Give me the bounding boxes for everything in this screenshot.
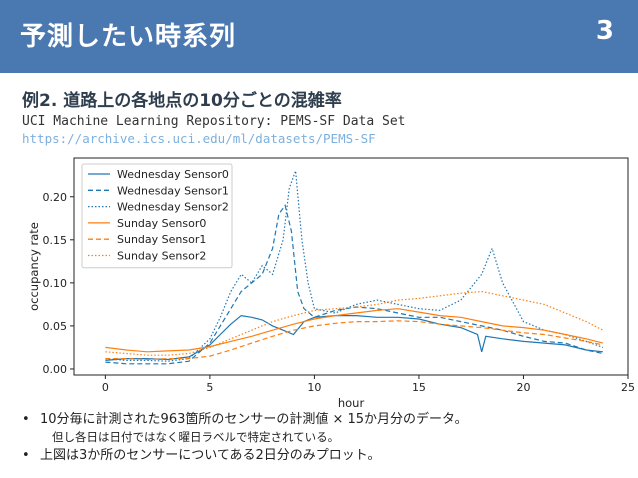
x-tick-label: 20 bbox=[516, 381, 530, 394]
series-line-2 bbox=[105, 170, 604, 362]
occupancy-chart: 0 5 10 15 20 25 0.00 0.05 0.10 0.15 0.20 hour occupa… bbox=[27, 157, 635, 410]
source-text: UCI Machine Learning Repository: PEMS-SF… bbox=[22, 114, 406, 129]
series-line-1 bbox=[105, 203, 604, 365]
legend-label: Sunday Sensor2 bbox=[117, 250, 206, 263]
y-tick-label: 0.00 bbox=[43, 363, 68, 376]
bullet-text: 上図は3か所のセンサーについてある2日分のみプロット。 bbox=[40, 448, 381, 463]
series-line-3 bbox=[105, 308, 604, 353]
bullet-dot-icon: • bbox=[22, 448, 30, 463]
x-axis-label: hour bbox=[338, 396, 365, 410]
legend-label: Sunday Sensor1 bbox=[117, 233, 206, 246]
x-tick-label: 10 bbox=[307, 381, 321, 394]
bullet-text: 10分毎に計測された963箇所のセンサーの計測値 × 15か月分のデータ。 bbox=[40, 412, 468, 427]
y-tick-label: 0.05 bbox=[43, 320, 68, 333]
slide-header: 予測したい時系列 3 bbox=[0, 0, 638, 73]
x-tick-label: 15 bbox=[412, 381, 426, 394]
series-line-0 bbox=[105, 314, 603, 361]
y-tick-label: 0.10 bbox=[43, 277, 68, 290]
bullet-item: • 10分毎に計測された963箇所のセンサーの計測値 × 15か月分のデータ。 bbox=[22, 410, 632, 429]
series-line-5 bbox=[105, 290, 604, 356]
x-tick-label: 5 bbox=[206, 381, 213, 394]
series-line-4 bbox=[105, 320, 604, 361]
bullet-dot-icon: • bbox=[22, 412, 30, 427]
legend-label: Sunday Sensor0 bbox=[117, 217, 206, 230]
bullet-list: • 10分毎に計測された963箇所のセンサーの計測値 × 15か月分のデータ。 … bbox=[22, 410, 632, 465]
chart-container: 0 5 10 15 20 25 0.00 0.05 0.10 0.15 0.20 hour occupa… bbox=[0, 150, 638, 410]
y-tick-label: 0.20 bbox=[43, 191, 68, 204]
example-title: 例2. 道路上の各地点の10分ごとの混雑率 bbox=[22, 91, 342, 111]
page-number: 3 bbox=[595, 16, 614, 46]
legend-label: Wednesday Sensor1 bbox=[117, 184, 229, 197]
y-tick-label: 0.15 bbox=[43, 234, 68, 247]
legend-label: Wednesday Sensor0 bbox=[117, 168, 229, 181]
legend-label: Wednesday Sensor2 bbox=[117, 201, 229, 214]
y-axis-label: occupancy rate bbox=[27, 222, 41, 311]
bullet-item: • 上図は3か所のセンサーについてある2日分のみプロット。 bbox=[22, 446, 632, 465]
legend-box bbox=[81, 163, 233, 269]
bullet-subnote: 但し各日は日付ではなく曜日ラベルで特定されている。 bbox=[52, 430, 340, 444]
slide-title: 予測したい時系列 bbox=[20, 22, 237, 52]
x-tick-label: 0 bbox=[102, 381, 109, 394]
x-tick-label: 25 bbox=[621, 381, 635, 394]
source-link[interactable]: https://archive.ics.uci.edu/ml/datasets/… bbox=[22, 131, 376, 146]
